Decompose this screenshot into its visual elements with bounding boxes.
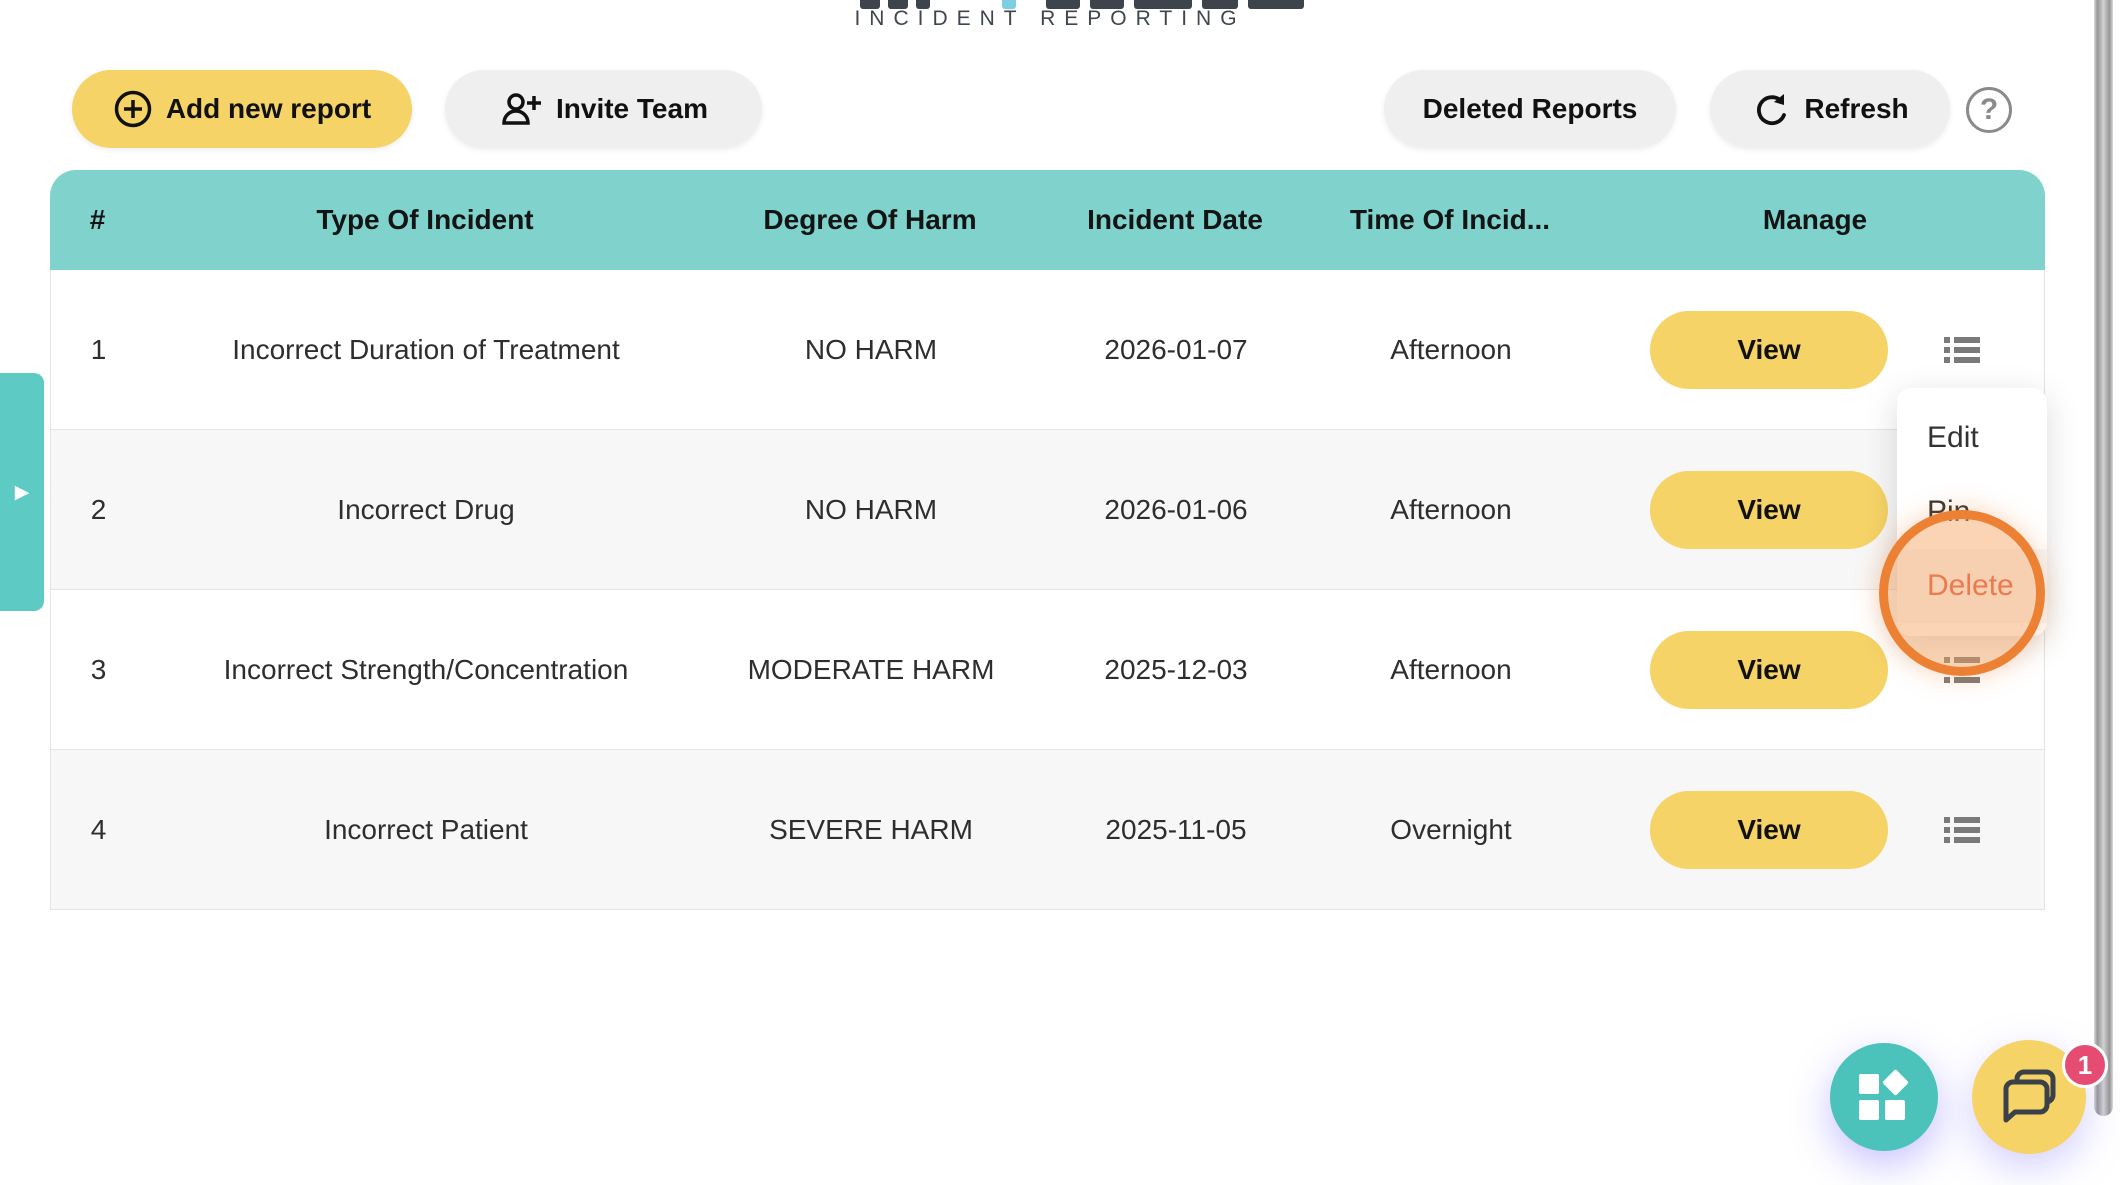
row-number: 3 <box>90 653 107 685</box>
menu-item-edit[interactable]: Edit <box>1927 421 1979 454</box>
degree-of-harm: NO HARM <box>804 333 938 365</box>
person-add-icon <box>502 93 541 125</box>
help-label: ? <box>1979 93 1999 126</box>
incident-type: Incorrect Strength/Concentration <box>223 653 629 685</box>
incident-time: Afternoon <box>1390 653 1512 685</box>
view-button[interactable]: View <box>1650 630 1888 709</box>
refresh-icon <box>1757 94 1787 126</box>
incident-time: Afternoon <box>1390 493 1512 525</box>
incident-date: 2025-12-03 <box>1104 653 1248 685</box>
incident-type: Incorrect Patient <box>324 813 528 845</box>
chevron-right-icon: ▶ <box>14 481 30 503</box>
invite-team-label: Invite Team <box>556 93 708 124</box>
logo-fragment <box>888 0 908 9</box>
logo-fragment <box>1134 0 1192 9</box>
app-subtitle: INCIDENT REPORTING <box>854 7 1246 30</box>
incident-table: # Type Of Incident Degree Of Harm Incide… <box>50 170 2045 910</box>
add-new-report-label: Add new report <box>165 93 372 124</box>
table-row: 3 Incorrect Strength/Concentration MODER… <box>51 590 2044 750</box>
view-button[interactable]: View <box>1650 310 1888 389</box>
column-header-manage: Manage <box>1762 204 1868 235</box>
column-header-type: Type Of Incident <box>316 204 534 235</box>
refresh-button[interactable]: Refresh <box>1710 70 1950 148</box>
table-header: # Type Of Incident Degree Of Harm Incide… <box>50 170 2045 270</box>
menu-item-pin[interactable]: Pin <box>1927 495 1971 528</box>
refresh-label: Refresh <box>1804 93 1909 124</box>
incident-date: 2026-01-06 <box>1104 493 1248 525</box>
column-header-number: # <box>89 204 106 235</box>
add-new-report-button[interactable]: Add new report <box>72 70 412 148</box>
table-body: 1 Incorrect Duration of Treatment NO HAR… <box>50 270 2045 910</box>
view-button[interactable]: View <box>1650 790 1888 869</box>
row-menu-icon[interactable] <box>1944 655 1980 685</box>
logo-fragment <box>1090 0 1124 9</box>
logo-fragment <box>860 0 880 9</box>
incident-type: Incorrect Duration of Treatment <box>232 333 620 365</box>
chat-icon <box>2003 1069 2056 1124</box>
logo-fragment <box>1248 0 1304 9</box>
chat-badge-count: 1 <box>2077 1049 2093 1080</box>
incident-time: Overnight <box>1390 813 1512 845</box>
dashboard-icon <box>1859 1069 1909 1120</box>
row-menu-icon[interactable] <box>1944 815 1980 845</box>
row-number: 4 <box>90 813 107 845</box>
help-icon[interactable]: ? <box>1966 87 2012 133</box>
logo-fragment <box>1202 0 1238 9</box>
plus-circle-icon <box>114 90 152 128</box>
column-header-date: Incident Date <box>1087 204 1263 235</box>
logo-fragment <box>1002 0 1016 9</box>
row-context-menu: Edit Pin Delete <box>1897 388 2047 636</box>
table-row: 2 Incorrect Drug NO HARM 2026-01-06 Afte… <box>51 430 2044 590</box>
logo-fragment <box>916 0 930 9</box>
invite-team-button[interactable]: Invite Team <box>445 70 762 148</box>
menu-item-delete[interactable]: Delete <box>1897 549 2047 623</box>
degree-of-harm: MODERATE HARM <box>747 653 995 685</box>
logo-fragment <box>1046 0 1080 9</box>
incident-time: Afternoon <box>1390 333 1512 365</box>
row-number: 2 <box>90 493 107 525</box>
column-header-time: Time Of Incid... <box>1349 204 1551 235</box>
widgets-fab-button[interactable] <box>1830 1043 1938 1151</box>
chat-notification-badge: 1 <box>2062 1042 2108 1088</box>
row-menu-icon[interactable] <box>1944 335 1980 365</box>
degree-of-harm: SEVERE HARM <box>769 813 973 845</box>
degree-of-harm: NO HARM <box>804 493 938 525</box>
deleted-reports-label: Deleted Reports <box>1422 93 1638 124</box>
incident-date: 2026-01-07 <box>1104 333 1248 365</box>
column-header-harm: Degree Of Harm <box>763 204 977 235</box>
vertical-scrollbar[interactable] <box>2094 0 2113 1116</box>
incident-type: Incorrect Drug <box>337 493 515 525</box>
deleted-reports-button[interactable]: Deleted Reports <box>1384 70 1676 148</box>
incident-date: 2025-11-05 <box>1105 813 1247 845</box>
sidebar-expand-tab[interactable]: ▶ <box>0 373 44 611</box>
view-button[interactable]: View <box>1650 470 1888 549</box>
table-row: 1 Incorrect Duration of Treatment NO HAR… <box>51 270 2044 430</box>
row-number: 1 <box>90 333 107 365</box>
table-row: 4 Incorrect Patient SEVERE HARM 2025-11-… <box>51 750 2044 909</box>
